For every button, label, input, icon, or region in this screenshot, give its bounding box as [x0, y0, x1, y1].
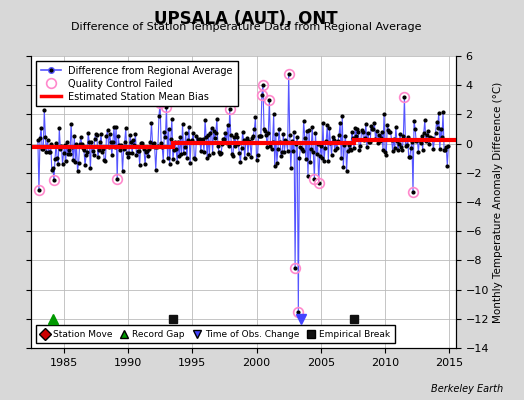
Text: Difference of Station Temperature Data from Regional Average: Difference of Station Temperature Data f… [71, 22, 421, 32]
Text: Berkeley Earth: Berkeley Earth [431, 384, 503, 394]
Text: UPSALA (AUT), ONT: UPSALA (AUT), ONT [155, 10, 338, 28]
Legend: Station Move, Record Gap, Time of Obs. Change, Empirical Break: Station Move, Record Gap, Time of Obs. C… [36, 326, 395, 344]
Y-axis label: Monthly Temperature Anomaly Difference (°C): Monthly Temperature Anomaly Difference (… [493, 81, 503, 323]
